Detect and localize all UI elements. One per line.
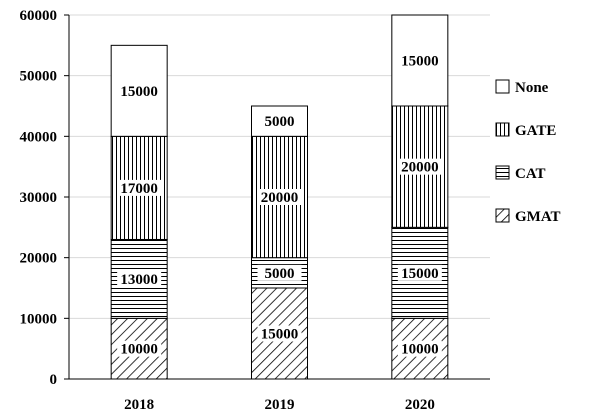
y-tick-label: 30000 [20, 190, 58, 206]
axes: 0 10000 20000 30000 40000 50000 60000 2018 2019 2… [20, 8, 490, 413]
data-label: 20000 [261, 190, 299, 206]
data-label: 10000 [401, 342, 439, 358]
data-label-bg [117, 179, 162, 196]
data-label: 15000 [261, 327, 299, 343]
y-tick-label: 10000 [20, 311, 58, 327]
x-tick-label: 2020 [405, 397, 435, 413]
data-label-bg [257, 113, 302, 130]
data-label: 5000 [265, 266, 295, 282]
y-tick-label: 0 [50, 372, 58, 388]
data-label-bg [117, 82, 162, 99]
data-label: 20000 [401, 160, 439, 176]
y-tick-label: 40000 [20, 129, 58, 145]
data-label: 10000 [120, 342, 158, 358]
legend: None GATE CAT GMAT [495, 79, 561, 225]
legend-swatch-none [495, 79, 510, 94]
data-label: 13000 [120, 272, 158, 288]
data-label: 15000 [120, 84, 158, 100]
legend-label-cat: CAT [515, 166, 546, 182]
legend-swatch-gate [495, 122, 510, 137]
data-label-bg [257, 189, 302, 205]
x-tick-label: 2018 [124, 397, 154, 413]
data-label: 15000 [401, 54, 439, 70]
data-label-bg [117, 340, 162, 357]
data-label-bg [117, 270, 162, 287]
data-label: 15000 [401, 266, 439, 282]
y-tick-label: 20000 [20, 251, 58, 267]
legend-label-none: None [515, 80, 549, 96]
data-label-bg [257, 325, 302, 342]
legend-label-gate: GATE [515, 123, 556, 139]
bars: 10000 13000 17000 15000 15000 5000 20000 5000 10… [110, 14, 449, 380]
x-tick-label: 2019 [265, 397, 295, 413]
data-label-bg [397, 264, 442, 281]
data-label-bg [257, 264, 302, 281]
legend-swatch-gmat [495, 208, 510, 223]
legend-swatch-cat [495, 165, 510, 180]
data-label-bg [397, 158, 442, 175]
y-tick-label: 60000 [20, 8, 58, 24]
y-tick-label: 50000 [20, 69, 58, 85]
legend-label-gmat: GMAT [515, 209, 561, 225]
data-label-bg [397, 340, 442, 357]
data-label-bg [397, 52, 442, 69]
data-label: 17000 [120, 181, 158, 197]
data-label: 5000 [265, 114, 295, 130]
